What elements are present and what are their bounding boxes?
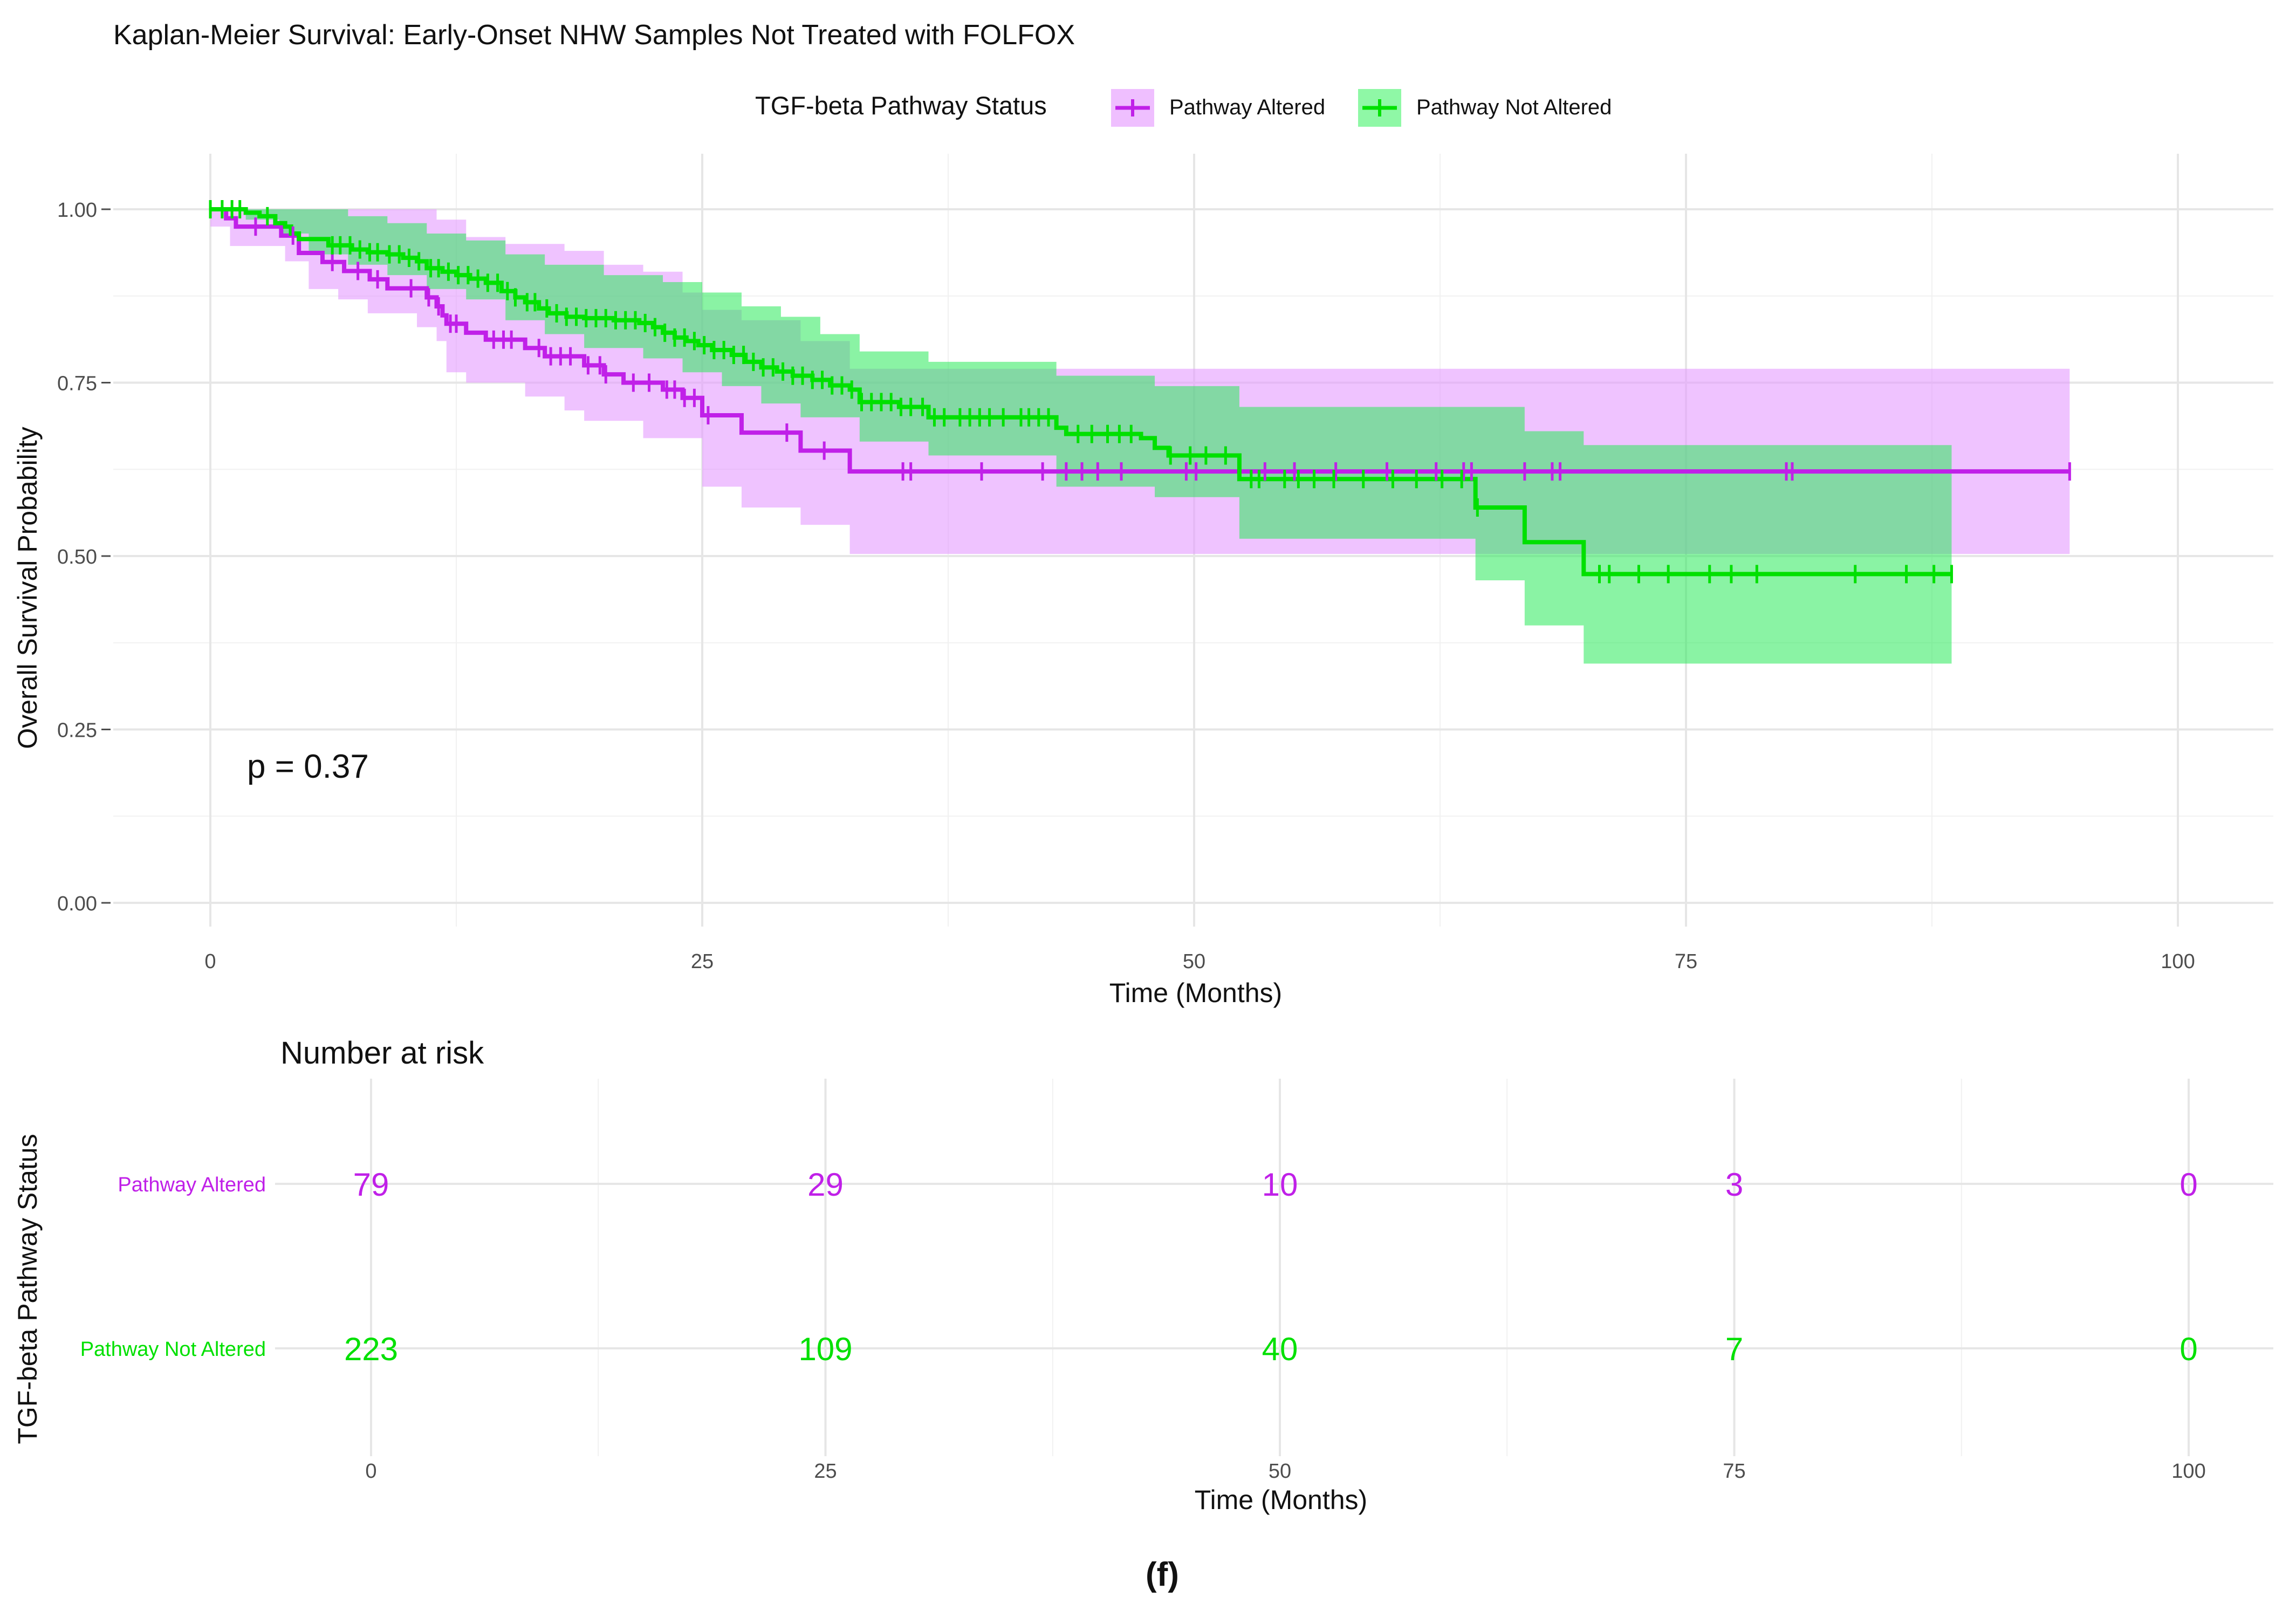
risk-cell: 40 — [1262, 1331, 1298, 1367]
km-y-tick-label: 0.00 — [57, 893, 97, 915]
risk-cell: 109 — [798, 1331, 852, 1367]
km-y-tick-label: 0.50 — [57, 546, 97, 568]
km-y-tick-label: 0.75 — [57, 373, 97, 395]
legend-key-pathway-not-altered — [1358, 89, 1401, 127]
risk-cell: 3 — [1725, 1167, 1743, 1203]
risk-cell: 0 — [2180, 1167, 2197, 1203]
risk-table-gridlines — [275, 1079, 2273, 1456]
risk-row-label: Pathway Altered — [118, 1174, 266, 1196]
legend-label-pathway-not-altered: Pathway Not Altered — [1416, 95, 1612, 119]
risk-table-y-axis-label: TGF-beta Pathway Status — [12, 1134, 43, 1444]
risk-x-tick-label: 25 — [814, 1460, 837, 1483]
km-x-tick-label: 100 — [2161, 950, 2195, 973]
km-x-tick-labels: 0 25 50 75 100 — [204, 950, 2195, 973]
survival-curve-pathway-not-altered — [210, 207, 1952, 577]
km-x-axis-label: Time (Months) — [1109, 978, 1282, 1008]
km-y-axis-label: Overall Survival Probability — [12, 427, 43, 749]
risk-row-label: Pathway Not Altered — [80, 1338, 266, 1361]
km-x-tick-label: 75 — [1675, 950, 1697, 973]
risk-table-cells: 79 29 10 3 0 223 109 40 7 0 — [344, 1167, 2198, 1367]
risk-cell: 10 — [1262, 1167, 1298, 1203]
chart-title: Kaplan-Meier Survival: Early-Onset NHW S… — [113, 19, 1075, 51]
risk-table-x-tick-labels: 0 25 50 75 100 — [365, 1460, 2205, 1483]
risk-x-tick-label: 0 — [365, 1460, 376, 1483]
risk-x-tick-label: 75 — [1723, 1460, 1745, 1483]
risk-cell: 29 — [807, 1167, 844, 1203]
legend: TGF-beta Pathway Status Pathway Altered … — [755, 89, 1612, 127]
km-x-tick-label: 25 — [691, 950, 714, 973]
figure-caption: (f) — [1146, 1556, 1179, 1593]
p-value-annotation: p = 0.37 — [247, 748, 369, 785]
km-y-tick-label: 1.00 — [57, 199, 97, 222]
legend-label-pathway-altered: Pathway Altered — [1169, 95, 1325, 119]
legend-key-pathway-altered — [1111, 89, 1154, 127]
risk-table-row-labels: Pathway Altered Pathway Not Altered — [80, 1174, 266, 1361]
legend-title: TGF-beta Pathway Status — [755, 91, 1047, 120]
risk-table-x-axis-label: Time (Months) — [1195, 1485, 1367, 1515]
km-censor-marks — [209, 200, 2071, 584]
risk-cell: 7 — [1725, 1331, 1743, 1367]
risk-x-tick-label: 50 — [1269, 1460, 1291, 1483]
risk-cell: 0 — [2180, 1331, 2197, 1367]
risk-x-tick-label: 100 — [2171, 1460, 2205, 1483]
risk-table-title: Number at risk — [280, 1036, 484, 1071]
km-y-tick-label: 0.25 — [57, 719, 97, 742]
risk-cell: 223 — [344, 1331, 398, 1367]
km-x-tick-label: 50 — [1183, 950, 1205, 973]
km-x-tick-label: 0 — [204, 950, 216, 973]
risk-cell: 79 — [353, 1167, 389, 1203]
km-y-tick-labels: 0.00 0.25 0.50 0.75 1.00 — [57, 199, 111, 915]
